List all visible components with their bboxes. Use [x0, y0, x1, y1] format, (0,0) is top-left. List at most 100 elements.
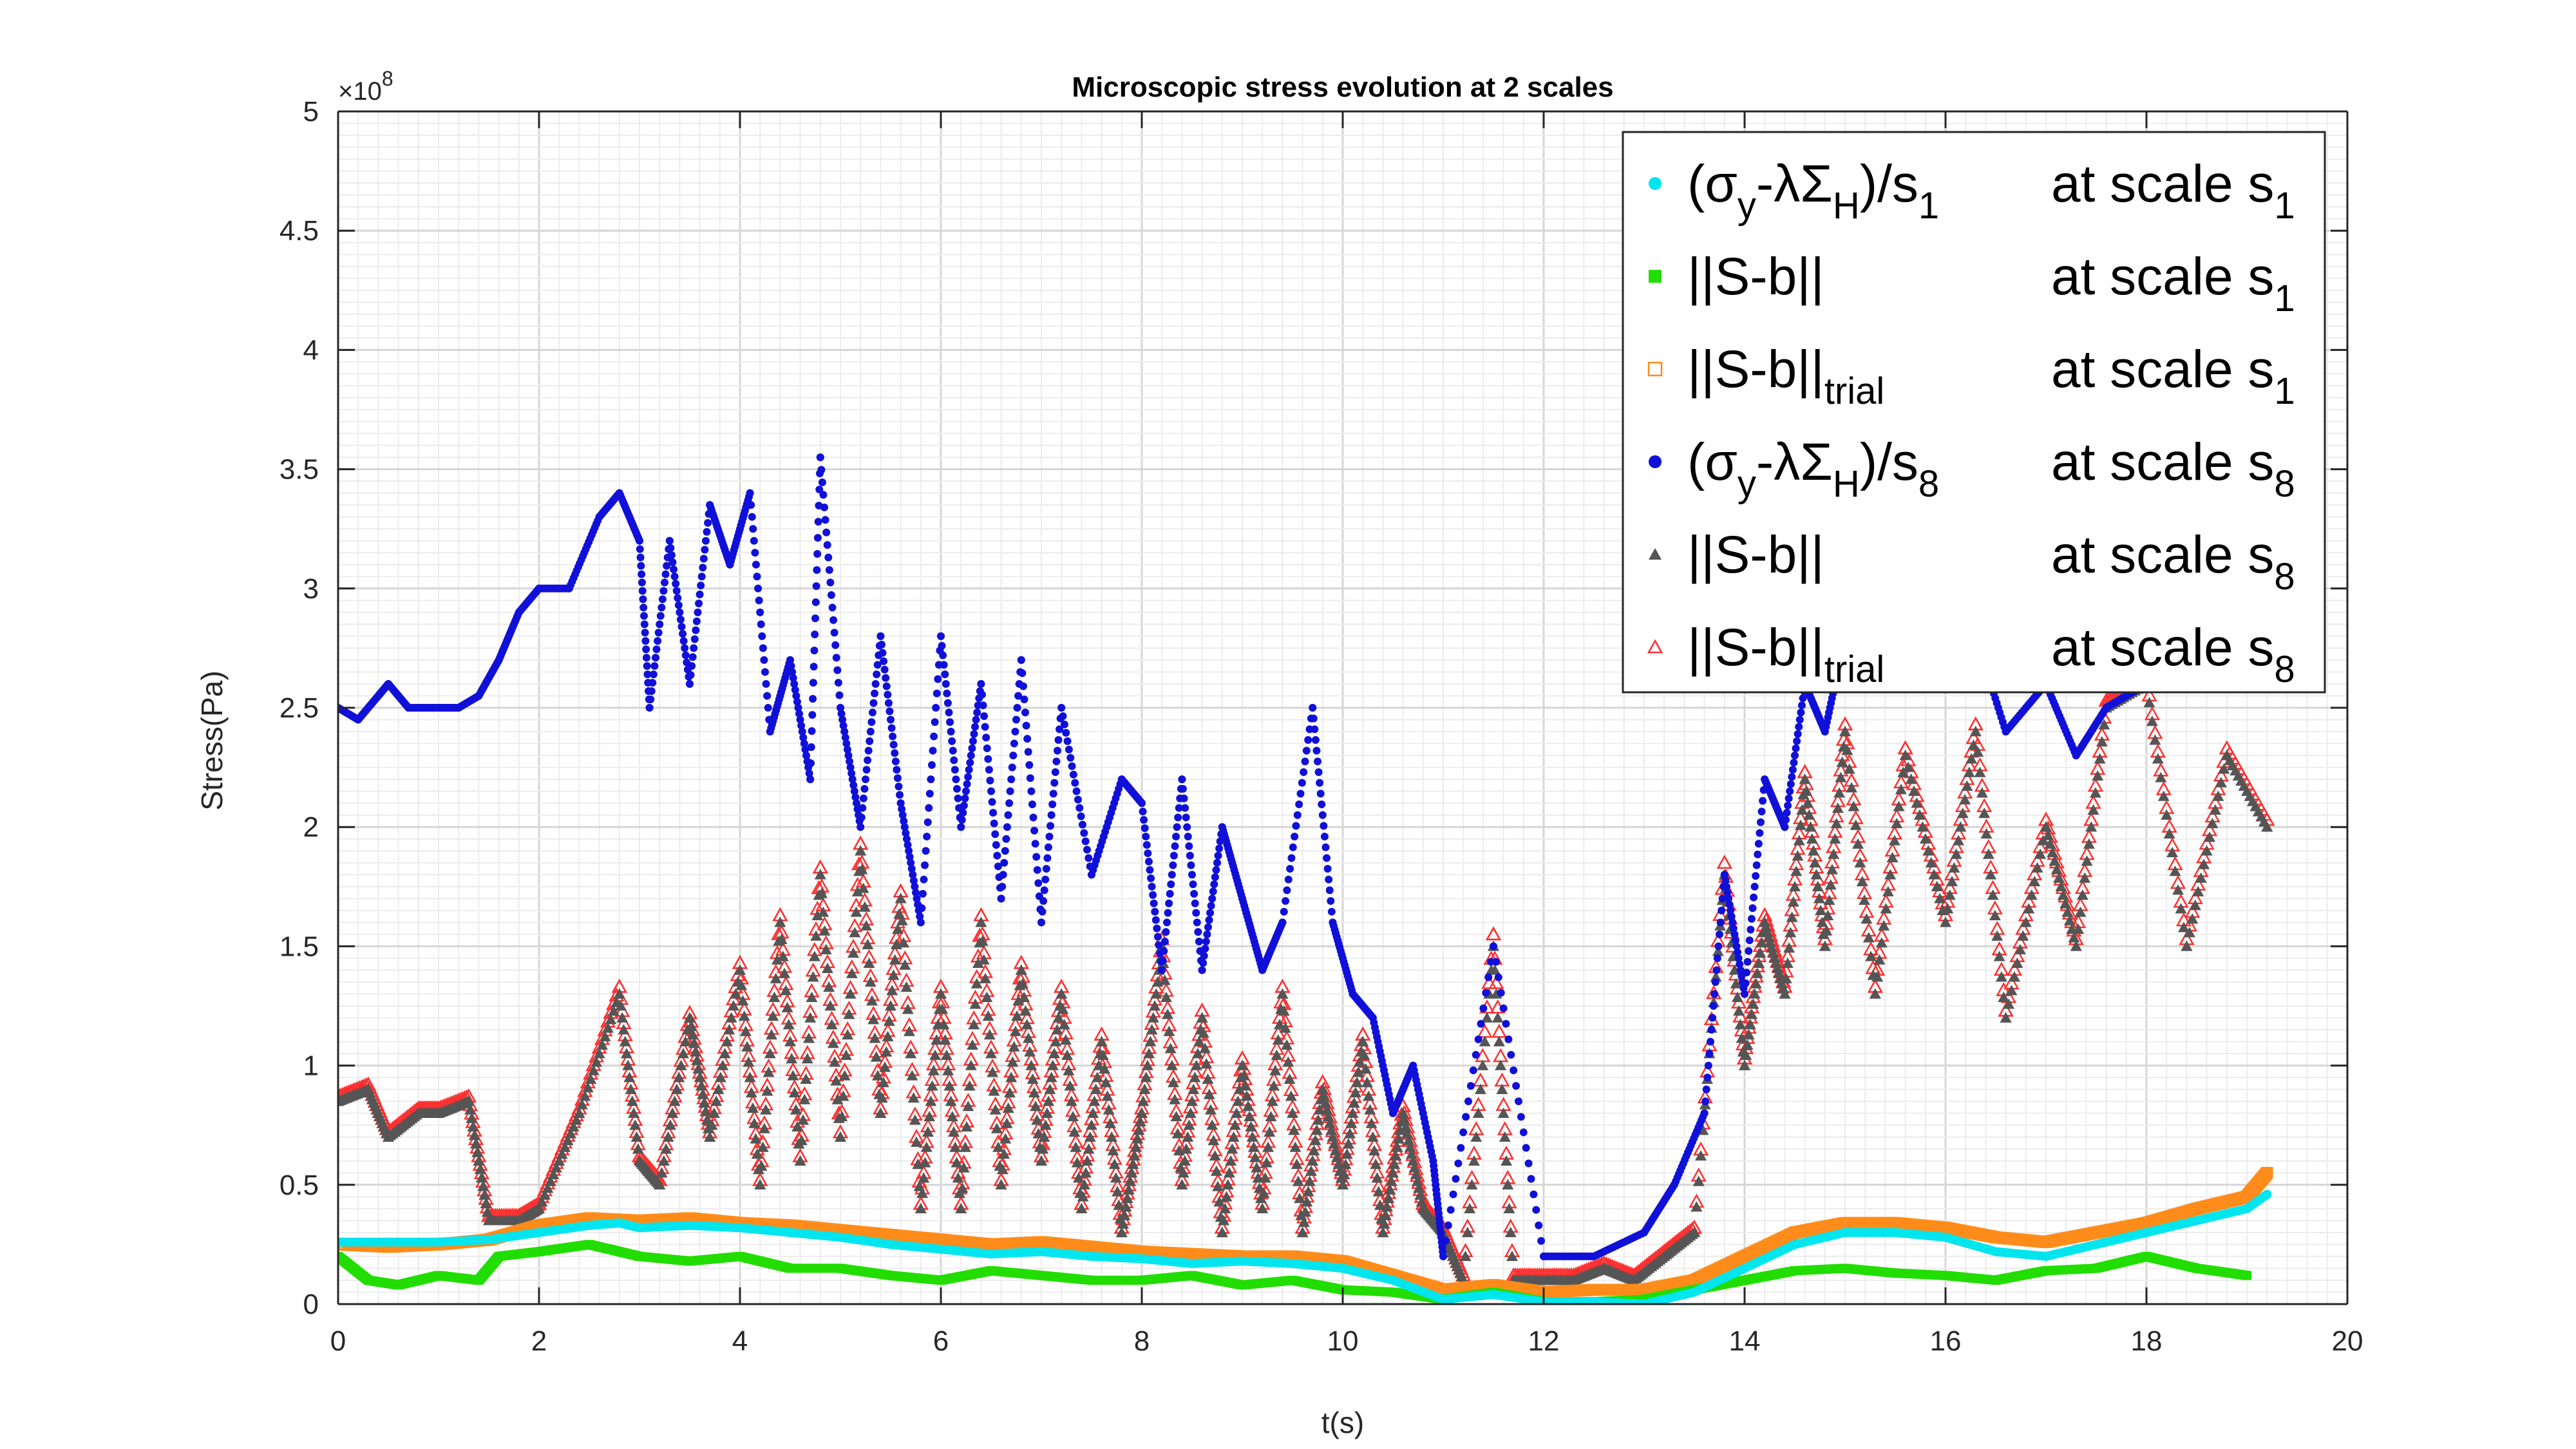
- data-point: [1709, 1002, 1718, 1010]
- data-point: [824, 1000, 837, 1011]
- data-point: [735, 980, 748, 990]
- data-point: [547, 1168, 560, 1180]
- data-point: [1741, 979, 1750, 987]
- data-point-anchor: [665, 536, 674, 545]
- data-point: [899, 959, 911, 970]
- data-point: [1519, 1128, 1528, 1137]
- data-point: [806, 759, 815, 768]
- data-point: [939, 1034, 951, 1045]
- data-point: [1482, 989, 1490, 997]
- data-point: [811, 598, 820, 607]
- data-point-anchor: [1720, 871, 1728, 879]
- data-point-anchor: [1138, 799, 1146, 808]
- data-point: [1304, 736, 1312, 744]
- data-point: [809, 679, 817, 687]
- data-point: [748, 513, 756, 521]
- data-point: [699, 554, 708, 563]
- data-point: [1052, 757, 1061, 766]
- data-point: [1702, 1085, 1710, 1094]
- data-point-anchor: [977, 679, 985, 688]
- data-point: [632, 1143, 644, 1154]
- data-point: [1202, 937, 1210, 945]
- data-point: [641, 629, 649, 637]
- data-point: [710, 1095, 723, 1106]
- data-point-anchor: [816, 453, 824, 462]
- data-point: [768, 991, 781, 1002]
- data-point: [906, 1070, 918, 1081]
- data-point: [1006, 787, 1014, 795]
- data-point: [1030, 826, 1039, 835]
- data-point: [754, 584, 762, 592]
- data-point: [991, 830, 999, 838]
- data-point: [968, 744, 976, 752]
- data-point-anchor: [374, 692, 383, 700]
- data-point: [1527, 1175, 1535, 1183]
- data-point: [1788, 773, 1796, 781]
- data-point: [687, 671, 695, 679]
- data-point: [923, 1110, 936, 1122]
- data-point: [834, 679, 842, 687]
- data-point-anchor: [997, 895, 1005, 903]
- data-point: [1785, 794, 1793, 802]
- data-point: [605, 1014, 617, 1025]
- data-point: [752, 560, 760, 569]
- data-point: [1147, 874, 1155, 882]
- data-point: [466, 1112, 478, 1123]
- data-point: [567, 1121, 580, 1132]
- data-point: [755, 1160, 768, 1171]
- data-point: [787, 1070, 799, 1081]
- data-point: [902, 1003, 914, 1014]
- data-point: [712, 1083, 724, 1094]
- data-point: [1504, 1035, 1513, 1043]
- data-point: [1750, 882, 1759, 891]
- plot-area: [338, 453, 2275, 1304]
- data-point: [877, 1077, 889, 1088]
- data-point: [817, 906, 829, 917]
- data-point-anchor: [1716, 855, 1732, 869]
- data-point: [927, 1065, 940, 1075]
- data-point: [1023, 735, 1032, 743]
- data-point-anchor: [2072, 752, 2080, 760]
- data-point-anchor: [1278, 918, 1287, 927]
- data-point: [701, 1114, 713, 1125]
- data-point: [1020, 696, 1028, 704]
- data-point: [1051, 768, 1059, 777]
- data-point: [649, 679, 657, 687]
- data-point: [1069, 770, 1077, 779]
- data-point: [843, 1009, 855, 1019]
- data-point: [599, 1030, 611, 1041]
- data-point: [745, 1086, 757, 1098]
- data-point: [819, 925, 831, 936]
- data-point: [859, 794, 867, 802]
- data-point: [760, 656, 768, 664]
- data-point: [1146, 866, 1154, 874]
- data-point: [1535, 1221, 1543, 1229]
- data-point: [1756, 829, 1764, 837]
- data-point: [837, 1090, 849, 1101]
- data-point: [879, 1061, 891, 1072]
- data-point: [762, 679, 770, 688]
- data-point: [758, 1122, 770, 1133]
- data-point: [1705, 1050, 1714, 1058]
- data-point: [1289, 843, 1297, 851]
- data-point: [1173, 823, 1181, 831]
- data-point: [1213, 858, 1221, 867]
- data-point-anchor: [1429, 1157, 1437, 1165]
- data-point: [829, 1056, 841, 1067]
- data-point: [1203, 930, 1211, 938]
- data-point: [1452, 1175, 1460, 1183]
- data-point: [880, 665, 889, 674]
- data-point: [1078, 820, 1086, 829]
- data-point: [687, 1028, 699, 1040]
- data-point: [481, 1206, 493, 1217]
- data-point: [821, 962, 833, 973]
- data-point: [764, 1048, 776, 1059]
- data-point: [1033, 866, 1041, 874]
- data-point: [694, 1072, 706, 1083]
- data-point: [1195, 937, 1203, 945]
- data-point-anchor: [1741, 990, 1748, 998]
- data-point: [1212, 866, 1220, 874]
- data-point: [1799, 694, 1807, 703]
- data-point-anchor: [937, 632, 945, 640]
- data-point: [751, 549, 759, 557]
